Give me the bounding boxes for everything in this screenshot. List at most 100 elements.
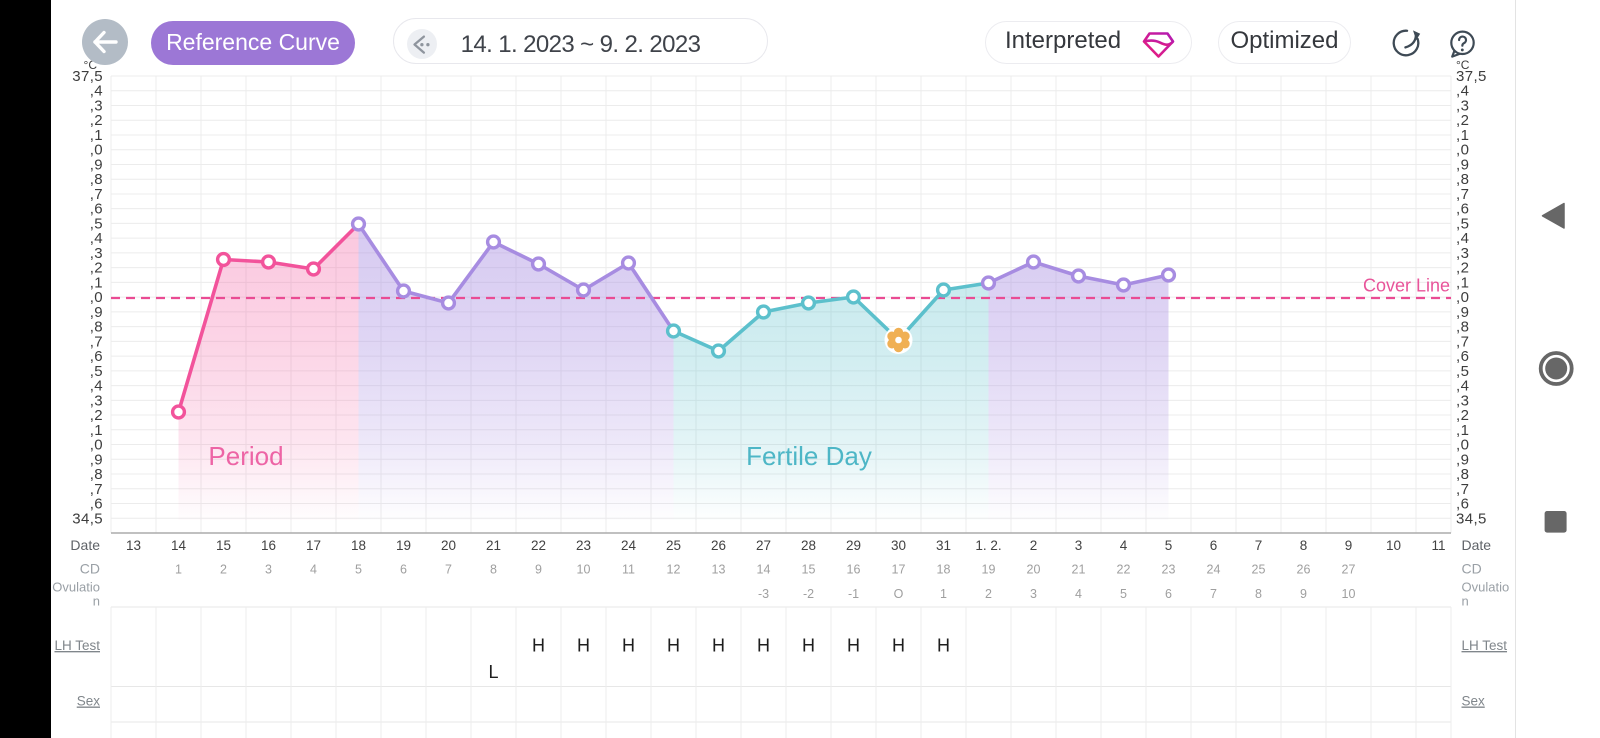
svg-text:,1: ,1 [1456,274,1469,291]
svg-text:8: 8 [1300,538,1308,553]
svg-text:19: 19 [982,563,996,577]
svg-text:,8: ,8 [90,319,103,336]
svg-text:10: 10 [577,563,591,577]
svg-text:,2: ,2 [90,407,103,424]
svg-text:,9: ,9 [90,157,103,174]
svg-text:,7: ,7 [90,186,103,203]
svg-text:5: 5 [1165,538,1173,553]
svg-text:,4: ,4 [90,378,103,395]
svg-text:,6: ,6 [90,496,103,513]
svg-text:,9: ,9 [1456,304,1469,321]
svg-text:34,5: 34,5 [72,510,103,527]
svg-text:21: 21 [486,538,501,553]
svg-text:,8: ,8 [90,466,103,483]
svg-text:,0: ,0 [90,142,103,159]
svg-text:37,5: 37,5 [1456,68,1487,85]
svg-text:2: 2 [1030,538,1038,553]
svg-text:15: 15 [802,563,816,577]
svg-text:5: 5 [1120,587,1127,601]
svg-text:Fertile Day: Fertile Day [746,441,872,471]
svg-text:1: 1 [940,587,947,601]
svg-text:H: H [802,636,815,656]
svg-text:16: 16 [847,563,861,577]
svg-text:3: 3 [265,563,272,577]
svg-text:12: 12 [667,563,681,577]
svg-text:n: n [1462,594,1469,609]
svg-text:13: 13 [126,538,141,553]
svg-text:,4: ,4 [1456,83,1469,100]
svg-text:4: 4 [1075,587,1082,601]
svg-text:,1: ,1 [1456,422,1469,439]
svg-text:27: 27 [1342,563,1356,577]
svg-text:Ovulatio: Ovulatio [52,580,100,595]
svg-text:-1: -1 [848,587,859,601]
svg-text:,4: ,4 [1456,378,1469,395]
svg-text:H: H [892,636,905,656]
svg-text:,4: ,4 [1456,230,1469,247]
svg-text:,8: ,8 [1456,319,1469,336]
svg-text:,6: ,6 [1456,201,1469,218]
svg-text:-3: -3 [758,587,769,601]
svg-text:24: 24 [621,538,637,553]
svg-text:10: 10 [1342,587,1356,601]
svg-text:,5: ,5 [1456,363,1469,380]
svg-text:,0: ,0 [1456,437,1469,454]
svg-text:27: 27 [756,538,771,553]
svg-text:,6: ,6 [1456,496,1469,513]
svg-text:29: 29 [846,538,861,553]
svg-text:9: 9 [1345,538,1353,553]
svg-text:Sex: Sex [77,694,101,709]
svg-text:°C: °C [1456,58,1470,72]
svg-text:14: 14 [757,563,771,577]
svg-text:22: 22 [1117,563,1131,577]
svg-text:,3: ,3 [90,98,103,115]
svg-text:-2: -2 [803,587,814,601]
svg-text:H: H [937,636,950,656]
svg-text:,6: ,6 [90,348,103,365]
svg-text:,5: ,5 [1456,215,1469,232]
svg-text:,0: ,0 [90,437,103,454]
svg-text:,6: ,6 [90,201,103,218]
svg-text:18: 18 [351,538,366,553]
svg-text:LH Test: LH Test [1462,638,1508,653]
svg-text:,0: ,0 [1456,142,1469,159]
svg-text:n: n [93,594,100,609]
svg-text:37,5: 37,5 [72,68,103,85]
svg-text:,7: ,7 [1456,333,1469,350]
svg-text:23: 23 [1162,563,1176,577]
svg-text:,7: ,7 [90,481,103,498]
svg-text:,2: ,2 [1456,112,1469,129]
svg-text:,1: ,1 [90,127,103,144]
svg-text:Date: Date [70,537,100,553]
svg-text:14: 14 [171,538,187,553]
svg-text:26: 26 [1297,563,1311,577]
svg-text:11: 11 [1431,538,1445,553]
svg-text:26: 26 [711,538,726,553]
svg-text:16: 16 [261,538,276,553]
svg-text:H: H [532,636,545,656]
svg-text:H: H [577,636,590,656]
svg-text:,7: ,7 [90,333,103,350]
svg-text:,0: ,0 [90,289,103,306]
svg-text:,3: ,3 [1456,245,1469,262]
svg-text:Period: Period [208,441,283,471]
svg-text:H: H [847,636,860,656]
svg-text:20: 20 [1027,563,1041,577]
svg-text:25: 25 [666,538,681,553]
svg-text:,2: ,2 [1456,260,1469,277]
svg-text:H: H [622,636,635,656]
svg-text:L: L [488,662,498,682]
svg-text:23: 23 [576,538,591,553]
svg-text:,0: ,0 [1456,289,1469,306]
svg-text:,2: ,2 [90,112,103,129]
svg-text:8: 8 [490,563,497,577]
svg-text:22: 22 [531,538,546,553]
svg-text:,5: ,5 [90,215,103,232]
svg-text:6: 6 [1210,538,1218,553]
svg-text:,9: ,9 [90,304,103,321]
svg-text:28: 28 [801,538,816,553]
svg-text:19: 19 [396,538,411,553]
svg-text:,9: ,9 [90,451,103,468]
svg-text:,4: ,4 [90,83,103,100]
svg-text:6: 6 [400,563,407,577]
